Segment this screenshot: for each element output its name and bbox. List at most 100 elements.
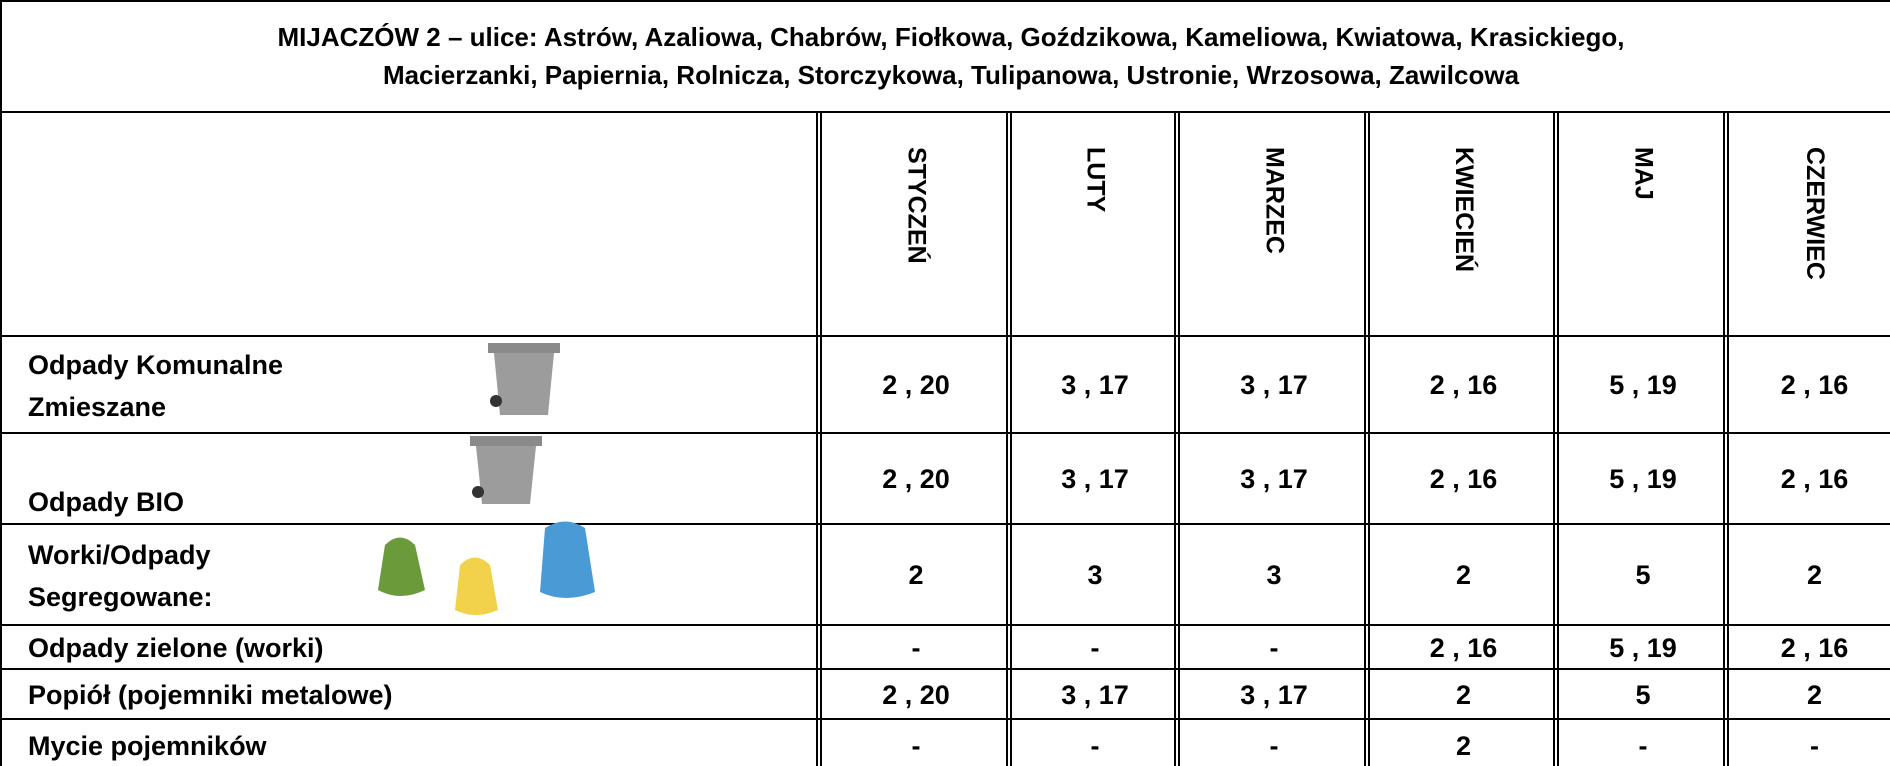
row-label: Mycie pojemników — [28, 731, 267, 761]
date-value: 5 , 19 — [1609, 632, 1677, 663]
value-cell: 5 , 19 — [1553, 335, 1727, 434]
date-value: 2 — [908, 560, 924, 590]
value-cell: 5 — [1553, 668, 1727, 720]
value-cell: 5 , 19 — [1553, 624, 1727, 670]
date-value: 2 — [1455, 679, 1472, 710]
value-cell: 2 — [816, 523, 1010, 626]
bin-icon — [470, 436, 542, 504]
row-label: Odpady BIO — [28, 487, 185, 517]
month-header-cell: MARZEC — [1174, 111, 1368, 337]
value-cell: 2 — [1364, 718, 1557, 766]
value-cell: 2 — [1723, 523, 1890, 626]
title-line: Macierzanki, Papiernia, Rolnicza, Storcz… — [382, 60, 1520, 90]
value-cell: - — [1723, 718, 1890, 766]
date-value: 5 — [1635, 560, 1651, 590]
value-cell: 5 , 19 — [1553, 432, 1727, 525]
date-value: - — [1269, 730, 1279, 761]
value-cell: 2 — [1364, 668, 1557, 720]
value-cell: 3 , 17 — [1174, 335, 1368, 434]
value-cell: 2 , 16 — [1364, 432, 1557, 525]
date-value: - — [1090, 730, 1100, 761]
value-cell: 3 , 17 — [1174, 668, 1368, 720]
date-value: - — [1810, 730, 1819, 761]
date-value: - — [911, 632, 921, 663]
row-label-cell: Worki/Odpady Segregowane: — [0, 523, 822, 626]
value-cell: 2 , 20 — [816, 432, 1010, 525]
date-value: 5 , 19 — [1609, 370, 1677, 400]
month-header-cell: CZERWIEC — [1723, 111, 1890, 337]
date-value: 3 — [1087, 560, 1103, 590]
month-label: LUTY — [1081, 147, 1110, 213]
date-value: 2 , 20 — [882, 679, 950, 710]
value-cell: 2 , 16 — [1364, 335, 1557, 434]
value-cell: - — [1006, 718, 1178, 766]
value-cell: 3 , 17 — [1006, 668, 1178, 720]
value-cell: 3 — [1174, 523, 1368, 626]
value-cell: - — [816, 718, 1010, 766]
bin-icon — [488, 343, 560, 415]
value-cell: - — [1006, 624, 1178, 670]
date-value: 3 , 17 — [1240, 370, 1308, 400]
month-label: CZERWIEC — [1801, 147, 1829, 280]
row-label: Worki/Odpady — [28, 539, 211, 570]
date-value: 3 , 17 — [1240, 464, 1308, 494]
date-value: - — [1638, 730, 1648, 761]
date-value: 5 , 19 — [1609, 464, 1677, 494]
row-label-cell: Odpady BIO — [0, 432, 822, 525]
date-value: 2 , 16 — [1780, 464, 1849, 494]
date-value: 2 — [1806, 560, 1823, 590]
title-line: MIJACZÓW 2 – ulice: Astrów, Azaliowa, Ch… — [277, 22, 1625, 52]
row-label: Zmieszane — [28, 391, 167, 422]
date-value: 3 , 17 — [1240, 679, 1308, 710]
date-value: 3 , 17 — [1061, 464, 1129, 494]
value-cell: - — [816, 624, 1010, 670]
date-value: 2 , 20 — [882, 464, 950, 494]
row-label: Segregowane: — [28, 581, 213, 612]
date-value: 3 , 17 — [1061, 370, 1129, 400]
month-header-cell: MAJ — [1553, 111, 1727, 337]
month-label: MARZEC — [1260, 147, 1289, 254]
value-cell: 3 , 17 — [1006, 335, 1178, 434]
date-value: - — [1090, 632, 1100, 663]
value-cell: 2 — [1364, 523, 1557, 626]
date-value: 2 , 16 — [1429, 464, 1498, 494]
date-value: 2 , 16 — [1780, 632, 1849, 663]
value-cell: 5 — [1553, 523, 1727, 626]
date-value: 3 — [1266, 560, 1282, 590]
value-cell: 3 , 17 — [1006, 432, 1178, 525]
row-label-cell: Popiół (pojemniki metalowe) — [0, 668, 822, 720]
month-header-cell: KWIECIEŃ — [1364, 111, 1557, 337]
date-value: 2 , 16 — [1429, 370, 1498, 400]
row-label-cell: Mycie pojemników — [0, 718, 822, 766]
header-label-cell — [0, 111, 822, 337]
row-label: Odpady Komunalne — [28, 349, 284, 380]
value-cell: - — [1553, 718, 1727, 766]
date-value: 5 — [1635, 679, 1651, 710]
title-cell: MIJACZÓW 2 – ulice: Astrów, Azaliowa, Ch… — [0, 0, 1890, 112]
date-value: 2 , 20 — [882, 370, 950, 400]
date-value: 2 — [1455, 730, 1472, 761]
date-value: - — [1269, 632, 1279, 663]
value-cell: - — [1174, 624, 1368, 670]
value-cell: 2 , 16 — [1364, 624, 1557, 670]
value-cell: 2 — [1723, 668, 1890, 720]
value-cell: 2 , 16 — [1723, 624, 1890, 670]
row-label-cell: Odpady Komunalne Zmieszane — [0, 335, 822, 434]
bag-icons — [378, 521, 595, 615]
month-label: KWIECIEŃ — [1450, 147, 1478, 272]
icons — [378, 343, 595, 615]
value-cell: - — [1174, 718, 1368, 766]
date-value: - — [911, 730, 921, 761]
month-label: STYCZEŃ — [902, 147, 931, 264]
month-header-cell: STYCZEŃ — [816, 111, 1010, 337]
month-header-cell: LUTY — [1006, 111, 1178, 337]
value-cell: 2 , 16 — [1723, 335, 1890, 434]
row-label: Popiół (pojemniki metalowe) — [28, 680, 393, 710]
value-cell: 2 , 20 — [816, 668, 1010, 720]
value-cell: 2 , 20 — [816, 335, 1010, 434]
row-label: Odpady zielone (worki) — [28, 633, 324, 663]
value-cell: 3 — [1006, 523, 1178, 626]
row-label-cell: Odpady zielone (worki) — [0, 624, 822, 670]
value-cell: 3 , 17 — [1174, 432, 1368, 525]
